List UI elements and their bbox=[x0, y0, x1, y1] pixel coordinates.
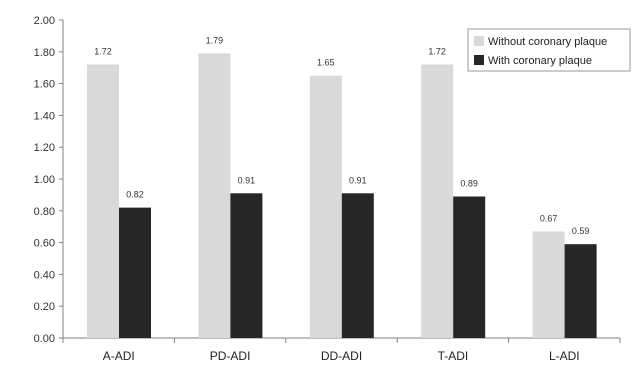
y-tick-label: 0.60 bbox=[34, 238, 55, 250]
x-category-label: T-ADI bbox=[438, 349, 469, 363]
y-tick-label: 1.40 bbox=[34, 110, 55, 122]
bar-value-label: 0.91 bbox=[349, 175, 367, 185]
bar-without-plaque bbox=[198, 53, 231, 338]
y-tick-label: 0.20 bbox=[34, 301, 55, 313]
bar-with-plaque bbox=[453, 196, 486, 338]
bar-with-plaque bbox=[564, 244, 597, 338]
y-tick-label: 0.40 bbox=[34, 269, 55, 281]
bar-without-plaque bbox=[87, 64, 119, 339]
y-tick-label: 1.00 bbox=[34, 174, 55, 186]
y-tick-label: 0.80 bbox=[34, 206, 55, 218]
x-category-label: PD-ADI bbox=[210, 349, 251, 363]
bar-without-plaque bbox=[421, 64, 454, 339]
legend: Without coronary plaque With coronary pla… bbox=[467, 28, 631, 72]
y-tick-label: 1.80 bbox=[34, 47, 55, 59]
legend-entry-label: With coronary plaque bbox=[488, 55, 592, 67]
x-axis: A-ADI PD-ADI DD-ADI T-ADI L-ADI bbox=[62, 337, 621, 363]
y-axis: 0.00 0.20 0.40 0.60 0.80 1.00 1.20 1.40 1.60 1.80… bbox=[34, 15, 64, 345]
legend-swatch bbox=[474, 55, 484, 65]
bars bbox=[87, 53, 597, 339]
x-category-label: DD-ADI bbox=[321, 349, 362, 363]
y-tick-label: 1.20 bbox=[34, 142, 55, 154]
bar-with-plaque bbox=[341, 193, 374, 338]
legend-swatch bbox=[474, 36, 484, 46]
value-labels: 1.72 1.79 1.65 1.72 0.67 0.82 0.91 0.91 0.89 0.59 bbox=[94, 35, 589, 236]
bar-with-plaque bbox=[230, 193, 263, 338]
bar-without-plaque bbox=[532, 231, 565, 338]
bar-value-label: 0.91 bbox=[238, 175, 256, 185]
bar-value-label: 0.59 bbox=[572, 226, 590, 236]
y-tick-label: 2.00 bbox=[34, 15, 55, 27]
x-category-label: L-ADI bbox=[549, 349, 580, 363]
bar-with-plaque bbox=[119, 207, 151, 338]
y-tick-label: 0.00 bbox=[34, 333, 55, 345]
bar-value-label: 1.79 bbox=[206, 35, 224, 45]
x-category-label: A-ADI bbox=[103, 349, 135, 363]
bar-value-label: 0.67 bbox=[540, 213, 558, 223]
bar-value-label: 1.65 bbox=[317, 58, 335, 68]
bar-value-label: 1.72 bbox=[428, 47, 446, 57]
bar-value-label: 0.89 bbox=[460, 178, 478, 188]
legend-entry-label: Without coronary plaque bbox=[488, 36, 607, 48]
bar-value-label: 1.72 bbox=[94, 47, 112, 57]
bar-value-label: 0.82 bbox=[126, 190, 144, 200]
legend-box bbox=[467, 28, 631, 72]
y-tick-label: 1.60 bbox=[34, 79, 55, 91]
bar-without-plaque bbox=[309, 75, 342, 339]
